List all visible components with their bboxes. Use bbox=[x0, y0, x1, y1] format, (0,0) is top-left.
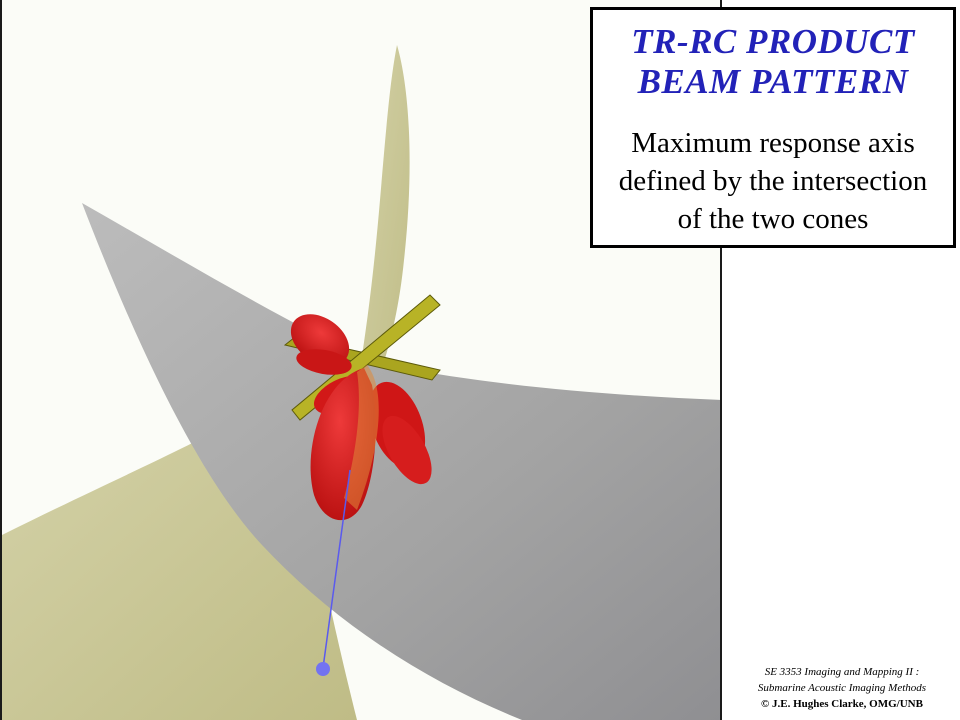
title-line-1: TR-RC PRODUCT bbox=[631, 22, 915, 61]
axis-endpoint-marker bbox=[316, 662, 330, 676]
title-line-2: BEAM PATTERN bbox=[637, 62, 909, 101]
course-subtitle: Submarine Acoustic Imaging Methods bbox=[757, 682, 927, 694]
course-title: SE 3353 Imaging and Mapping II : bbox=[764, 666, 920, 678]
max-response-axis bbox=[322, 469, 351, 669]
side-lobe-left bbox=[296, 349, 352, 375]
subtitle: Maximum response axis defined by the int… bbox=[593, 124, 953, 238]
title-box: TR-RC PRODUCT BEAM PATTERN Maximum respo… bbox=[590, 7, 956, 248]
subtitle-line-3: of the two cones bbox=[677, 203, 869, 235]
credits: SE 3353 Imaging and Mapping II : Submari… bbox=[724, 664, 960, 712]
subtitle-line-1: Maximum response axis bbox=[631, 127, 915, 159]
transmit-cone-upper bbox=[354, 45, 410, 420]
cone-intersection-overlay bbox=[344, 365, 379, 510]
frame-divider bbox=[720, 0, 722, 720]
subtitle-line-2: defined by the intersection bbox=[618, 165, 928, 197]
side-lobe-right-outer bbox=[382, 415, 432, 485]
beam-pattern-illustration bbox=[2, 45, 722, 720]
copyright: © J.E. Hughes Clarke, OMG/UNB bbox=[761, 698, 923, 710]
